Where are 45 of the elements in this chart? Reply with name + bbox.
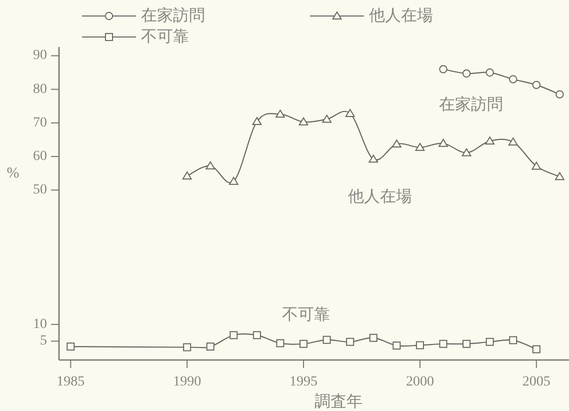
point xyxy=(392,140,402,148)
point xyxy=(345,108,355,117)
xlabel: 調査年 xyxy=(314,394,363,410)
point xyxy=(252,331,261,340)
point xyxy=(554,172,564,180)
point xyxy=(276,110,285,118)
point xyxy=(368,154,378,163)
annotation: 不可靠 xyxy=(282,306,330,324)
point xyxy=(206,161,216,170)
point xyxy=(486,338,494,346)
point xyxy=(508,138,518,146)
point xyxy=(66,342,75,351)
point xyxy=(298,117,308,126)
point xyxy=(439,340,448,348)
point xyxy=(183,343,192,352)
point xyxy=(322,114,332,123)
point xyxy=(346,338,354,346)
point xyxy=(532,162,542,170)
point xyxy=(462,340,471,348)
annotation: 他人在場 xyxy=(348,188,412,206)
point xyxy=(486,68,494,77)
point xyxy=(462,69,471,78)
point xyxy=(252,117,262,126)
point xyxy=(415,142,425,151)
point xyxy=(509,75,518,84)
annotation: 在家訪問 xyxy=(439,96,503,114)
point xyxy=(300,340,308,348)
point xyxy=(532,345,540,354)
point xyxy=(438,138,448,147)
point xyxy=(230,331,238,340)
point xyxy=(206,342,214,351)
point xyxy=(182,171,192,180)
point xyxy=(416,341,424,350)
point xyxy=(485,136,495,145)
point xyxy=(439,65,448,74)
point xyxy=(509,336,518,344)
point xyxy=(369,334,378,342)
point xyxy=(462,148,472,156)
point xyxy=(532,80,540,90)
point xyxy=(276,339,284,348)
ylabel: % xyxy=(6,165,20,182)
point xyxy=(556,90,564,98)
point xyxy=(322,336,331,344)
point xyxy=(228,176,238,185)
point xyxy=(392,342,401,350)
